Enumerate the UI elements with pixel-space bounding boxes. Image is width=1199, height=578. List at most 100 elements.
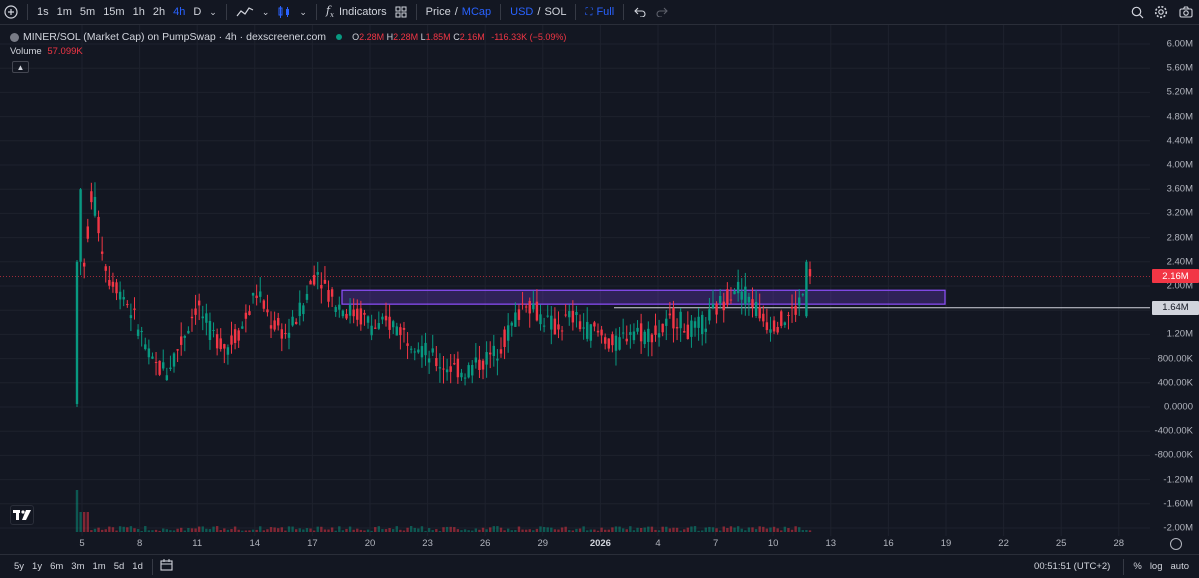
range-1m[interactable]: 1m	[92, 561, 106, 572]
candle-body	[104, 266, 107, 271]
price-axis-label: -2.00M	[1163, 522, 1193, 534]
collapse-legend-button[interactable]: ▲	[12, 61, 29, 73]
candle-body	[97, 216, 100, 234]
volume-bar	[262, 530, 266, 532]
clock[interactable]: 00:51:51 (UTC+2)	[1034, 561, 1111, 572]
candle-body	[212, 329, 215, 331]
currency-toggle[interactable]: USD / SOL	[506, 0, 570, 25]
chevron-down-icon[interactable]: ⌄	[261, 6, 270, 17]
range-1d[interactable]: 1d	[132, 561, 143, 572]
range-5d[interactable]: 5d	[113, 561, 125, 572]
time-axis-label: 2026	[589, 538, 611, 549]
search-zoom-icon[interactable]	[1125, 0, 1149, 25]
range-6m[interactable]: 6m	[50, 561, 64, 572]
volume-bar	[776, 528, 779, 532]
price-axis-label: 800.00K	[1157, 353, 1193, 365]
timeframe-15m[interactable]: 15m	[103, 6, 125, 18]
volume-bar	[532, 530, 535, 532]
candlestick-chart[interactable]	[0, 25, 1150, 536]
divider	[575, 4, 577, 20]
indicators-button[interactable]: fx Indicators	[322, 0, 391, 25]
candle-body	[625, 338, 628, 342]
volume-bar	[352, 529, 355, 532]
gear-icon[interactable]	[1149, 0, 1173, 25]
axis-settings-icon[interactable]	[1170, 538, 1182, 550]
volume-bar	[291, 526, 294, 532]
price-axis-label: -400.00K	[1154, 425, 1193, 437]
price-mcap-toggle[interactable]: Price / MCap	[422, 0, 495, 25]
candle-body	[241, 326, 244, 329]
function-icon: fx	[325, 4, 334, 20]
volume-bar	[327, 529, 330, 532]
price-axis-label: 5.20M	[1166, 86, 1193, 98]
line-chart-icon[interactable]	[232, 0, 258, 25]
time-axis[interactable]: 5 8 11 14 17 20 23 26 29 2026 4 7 10 13 16 19 22 25 28	[0, 536, 1150, 552]
volume-bar	[187, 527, 190, 532]
volume-bar	[467, 530, 470, 532]
candle-body	[413, 351, 416, 353]
timeframe-d[interactable]: D	[193, 6, 202, 18]
candle-body	[399, 327, 402, 336]
candle-body	[478, 359, 481, 371]
volume-bar	[75, 490, 79, 532]
volume-bar	[420, 526, 424, 532]
resistance-zone[interactable]	[341, 289, 946, 305]
range-3m[interactable]: 3m	[71, 561, 85, 572]
candle-body	[553, 318, 557, 335]
add-symbol-icon[interactable]	[0, 0, 22, 25]
candle-body	[701, 314, 704, 335]
volume-bar	[223, 528, 226, 532]
volume-bar	[431, 530, 434, 532]
percent-toggle[interactable]: %	[1133, 561, 1142, 572]
candle-body	[348, 305, 352, 316]
candle-body	[690, 320, 693, 337]
range-5y[interactable]: 5y	[14, 561, 25, 572]
chevron-down-icon[interactable]: ⌄	[299, 6, 307, 17]
date-range-icon[interactable]	[160, 559, 173, 574]
zone-rect[interactable]	[341, 289, 946, 305]
candle-body	[726, 289, 729, 305]
volume-bar	[399, 529, 402, 532]
candlestick-icon[interactable]	[273, 0, 295, 25]
candle-body	[100, 251, 104, 254]
slash: /	[454, 6, 458, 18]
range-1y[interactable]: 1y	[32, 561, 43, 572]
candle-body	[740, 291, 743, 300]
candle-body	[485, 352, 488, 365]
candle-body	[586, 321, 589, 339]
full-button[interactable]: ⛶ Full	[581, 0, 618, 25]
candle-body	[589, 324, 593, 341]
volume-bar	[683, 529, 686, 532]
redo-icon[interactable]	[651, 0, 673, 25]
camera-icon[interactable]	[1173, 0, 1199, 25]
undo-icon[interactable]	[629, 0, 651, 25]
volume-bar	[226, 529, 230, 532]
timeframe-4h[interactable]: 4h	[173, 6, 186, 18]
candle-body	[636, 327, 639, 332]
timeframe-2h[interactable]: 2h	[152, 6, 166, 18]
log-toggle[interactable]: log	[1149, 561, 1163, 572]
candle-body	[521, 303, 524, 305]
candle-body	[503, 329, 506, 347]
volume-bar	[93, 528, 97, 532]
candle-body	[668, 313, 672, 316]
candle-body	[309, 280, 312, 285]
volume-bar	[406, 527, 409, 532]
candle-body	[603, 337, 607, 344]
candle-body	[327, 290, 330, 302]
timeframe-1h[interactable]: 1h	[132, 6, 145, 18]
timeframe-1m[interactable]: 1m	[56, 6, 72, 18]
candle-body	[672, 307, 675, 329]
layout-grid-icon[interactable]	[391, 0, 411, 25]
auto-toggle[interactable]: auto	[1170, 561, 1190, 572]
price-axis[interactable]: 6.00M 5.60M 5.20M 4.80M 4.40M 4.00M 3.60M 3.20M…	[1150, 25, 1199, 536]
timeframe-1s[interactable]: 1s	[37, 6, 49, 18]
candle-body	[176, 349, 179, 351]
chevron-down-icon[interactable]: ⌄	[209, 6, 217, 17]
tradingview-logo[interactable]	[10, 505, 34, 525]
price-axis-label: 0.0000	[1163, 401, 1193, 413]
chart-title[interactable]: MINER/SOL (Market Cap) on PumpSwap · 4h …	[23, 31, 327, 43]
volume-bar	[647, 526, 650, 532]
timeframe-5m[interactable]: 5m	[79, 6, 96, 18]
candle-body	[514, 312, 517, 327]
